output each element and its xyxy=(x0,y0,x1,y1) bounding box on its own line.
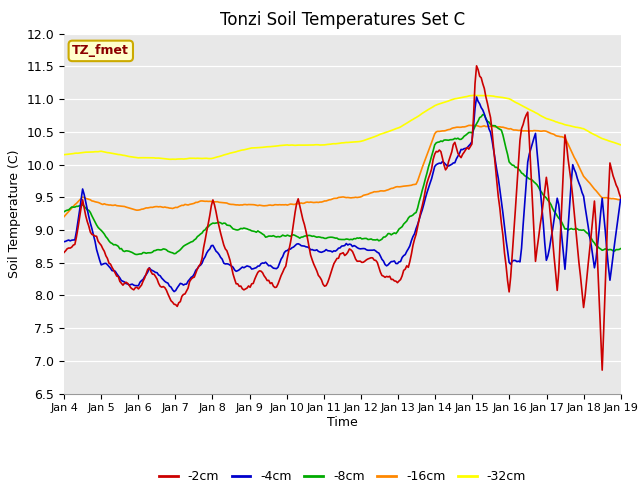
Legend: -2cm, -4cm, -8cm, -16cm, -32cm: -2cm, -4cm, -8cm, -16cm, -32cm xyxy=(154,465,531,480)
Text: TZ_fmet: TZ_fmet xyxy=(72,44,129,58)
X-axis label: Time: Time xyxy=(327,416,358,429)
Title: Tonzi Soil Temperatures Set C: Tonzi Soil Temperatures Set C xyxy=(220,11,465,29)
Y-axis label: Soil Temperature (C): Soil Temperature (C) xyxy=(8,149,21,278)
